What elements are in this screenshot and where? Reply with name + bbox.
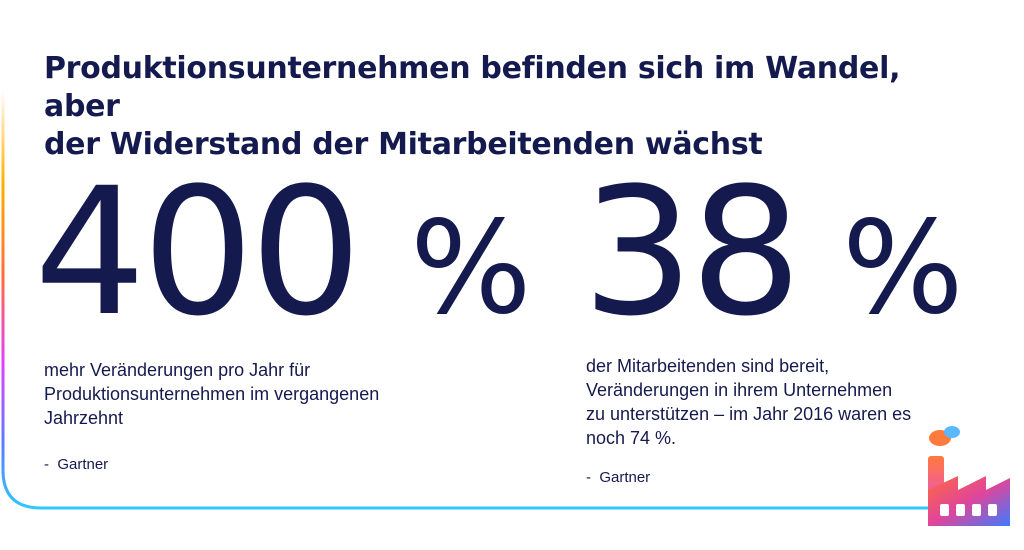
stat-1-unit: % [410,194,532,343]
smoke-cloud-2 [944,426,960,438]
headline-line-2: der Widerstand der Mitarbeitenden wächst [44,127,763,162]
stat-1-source: - Gartner [44,456,109,473]
window-2 [956,504,965,516]
stat-2-number: 38 [582,150,802,355]
stat-2-source: - Gartner [586,469,651,486]
window-3 [972,504,981,516]
window-1 [940,504,949,516]
headline-line-1: Produktionsunternehmen befinden sich im … [44,51,901,124]
frame-left-edge [1,90,930,510]
stat-2-unit: % [842,194,964,343]
stat-1-number: 400 [34,150,362,355]
factory-icon [928,426,1010,526]
window-4 [988,504,997,516]
stat-1-description: mehr Veränderungen pro Jahr für Produkti… [44,360,380,428]
headline: Produktionsunternehmen befinden sich im … [44,50,944,164]
stat-2-description: der Mitarbeitenden sind bereit, Veränder… [586,356,912,448]
